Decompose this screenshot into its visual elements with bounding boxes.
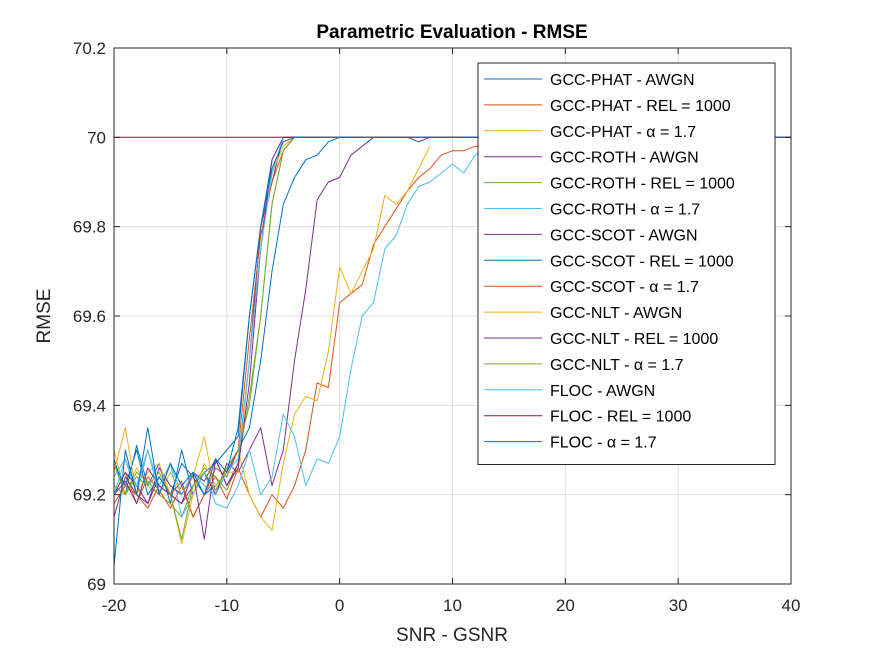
legend-entry-label: GCC-NLT - α = 1.7 [550,357,684,374]
x-tick-label: 30 [669,596,688,615]
x-tick-label: 40 [782,596,801,615]
series-line-15 [113,136,791,567]
legend-entry-label: FLOC - REL = 1000 [550,409,691,426]
chart-title: Parametric Evaluation - RMSE [316,22,587,43]
y-tick-label: 69.2 [73,486,106,505]
x-tick-label: 10 [443,596,462,615]
legend-entry-label: GCC-PHAT - AWGN [550,72,695,89]
series-line-11 [113,136,306,540]
series-lines [113,136,791,567]
legend-entry-label: GCC-SCOT - α = 1.7 [550,279,699,296]
series-line-13 [113,136,306,496]
y-axis-label: RMSE [34,289,55,344]
y-tick-label: 69.8 [73,218,106,237]
x-axis-label: SNR - GSNR [396,625,508,646]
y-tick-label: 69.4 [73,396,106,415]
series-line-12 [113,136,306,540]
legend-entry-label: FLOC - AWGN [550,383,655,400]
series-line-2 [113,145,487,518]
legend-entry-label: GCC-SCOT - REL = 1000 [550,253,734,270]
x-tick-label: -20 [102,596,127,615]
legend-entry-label: GCC-ROTH - AWGN [550,150,699,167]
x-tick-label: -10 [215,596,240,615]
legend-entry-label: GCC-SCOT - AWGN [550,227,698,244]
x-tick-label: 0 [335,596,344,615]
y-tick-label: 70.2 [73,39,106,58]
legend-entry-label: GCC-NLT - AWGN [550,305,682,322]
legend-entry-label: GCC-ROTH - REL = 1000 [550,176,735,193]
y-axis: 69 69.2 69.4 69.6 69.8 70 70.2 [73,39,791,594]
x-tick-label: 20 [556,596,575,615]
legend-entry-label: GCC-PHAT - α = 1.7 [550,124,696,141]
y-tick-label: 70 [87,128,106,147]
legend-entry-label: FLOC - α = 1.7 [550,435,657,452]
legend-entry-label: GCC-PHAT - REL = 1000 [550,98,731,115]
y-tick-label: 69.6 [73,307,106,326]
legend-box [477,62,776,465]
legend-entry-label: GCC-NLT - REL = 1000 [550,331,718,348]
legend-entry-label: GCC-ROTH - α = 1.7 [550,202,700,219]
legend: GCC-PHAT - AWGN GCC-PHAT - REL = 1000 GCC-… [477,62,776,465]
y-tick-label: 69 [87,575,106,594]
x-axis: -20 -10 0 10 20 30 40 [102,48,801,615]
